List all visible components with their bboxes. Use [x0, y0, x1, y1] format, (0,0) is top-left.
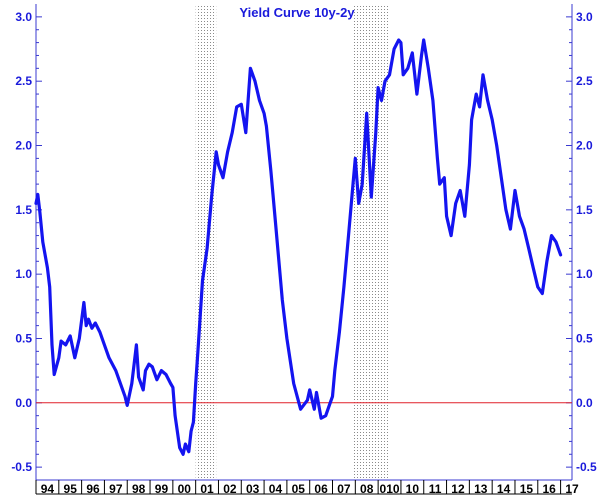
year-label: 05 [292, 482, 306, 496]
y-tick-label-left: 2.5 [15, 74, 32, 88]
year-label: 14 [497, 482, 511, 496]
year-label: 10 [406, 482, 420, 496]
series-line-1 [34, 38, 563, 456]
year-label: 99 [155, 482, 169, 496]
y-tick-label-left: 3.0 [15, 10, 32, 24]
y-tick-label-right: 1.0 [576, 267, 593, 281]
year-label: 06 [314, 482, 328, 496]
y-tick-label-left: 0.5 [15, 331, 32, 345]
recession-shading-layer [195, 4, 390, 480]
year-label: 01 [200, 482, 214, 496]
year-label: 98 [132, 482, 146, 496]
axes-layer [35, 4, 573, 495]
year-label: 12 [451, 482, 465, 496]
year-label: 03 [246, 482, 260, 496]
y-tick-label-left: 1.0 [15, 267, 32, 281]
year-label: 02 [223, 482, 237, 496]
year-label: 11 [429, 482, 442, 496]
year-label: 97 [109, 482, 123, 496]
year-label: 17 [565, 482, 579, 496]
year-label: 010 [380, 482, 400, 496]
y-tick-label-right: 0.5 [576, 331, 593, 345]
y-tick-label-right: 3.0 [576, 10, 593, 24]
year-label: 08 [360, 482, 374, 496]
y-tick-label-right: -0.5 [576, 460, 597, 474]
year-label: 13 [474, 482, 488, 496]
year-label: 96 [86, 482, 100, 496]
shaded-period-2 [353, 4, 390, 480]
year-label: 00 [178, 482, 192, 496]
y-tick-label-left: 2.0 [15, 139, 32, 153]
year-label: 07 [337, 482, 351, 496]
y-tick-label-right: 2.0 [576, 139, 593, 153]
shaded-period-1 [195, 4, 217, 480]
year-label: 04 [269, 482, 283, 496]
labels-layer: -0.5 -0.5 0.0 0.0 0.5 0.5 1.0 1.0 1.5 1.5 2.0 2.0 2.… [11, 10, 597, 496]
year-label: 15 [520, 482, 534, 496]
y-tick-label-right: 2.5 [576, 74, 593, 88]
series-layer [34, 38, 563, 456]
y-tick-label-left: 1.5 [15, 203, 32, 217]
y-tick-label-right: 1.5 [576, 203, 593, 217]
y-tick-label-right: 0.0 [576, 396, 593, 410]
y-tick-label-left: 0.0 [15, 396, 32, 410]
y-tick-label-left: -0.5 [11, 460, 32, 474]
chart-title: Yield Curve 10y-2y [239, 5, 355, 20]
year-label: 94 [41, 482, 55, 496]
year-label: 95 [64, 482, 78, 496]
year-label: 16 [543, 482, 557, 496]
